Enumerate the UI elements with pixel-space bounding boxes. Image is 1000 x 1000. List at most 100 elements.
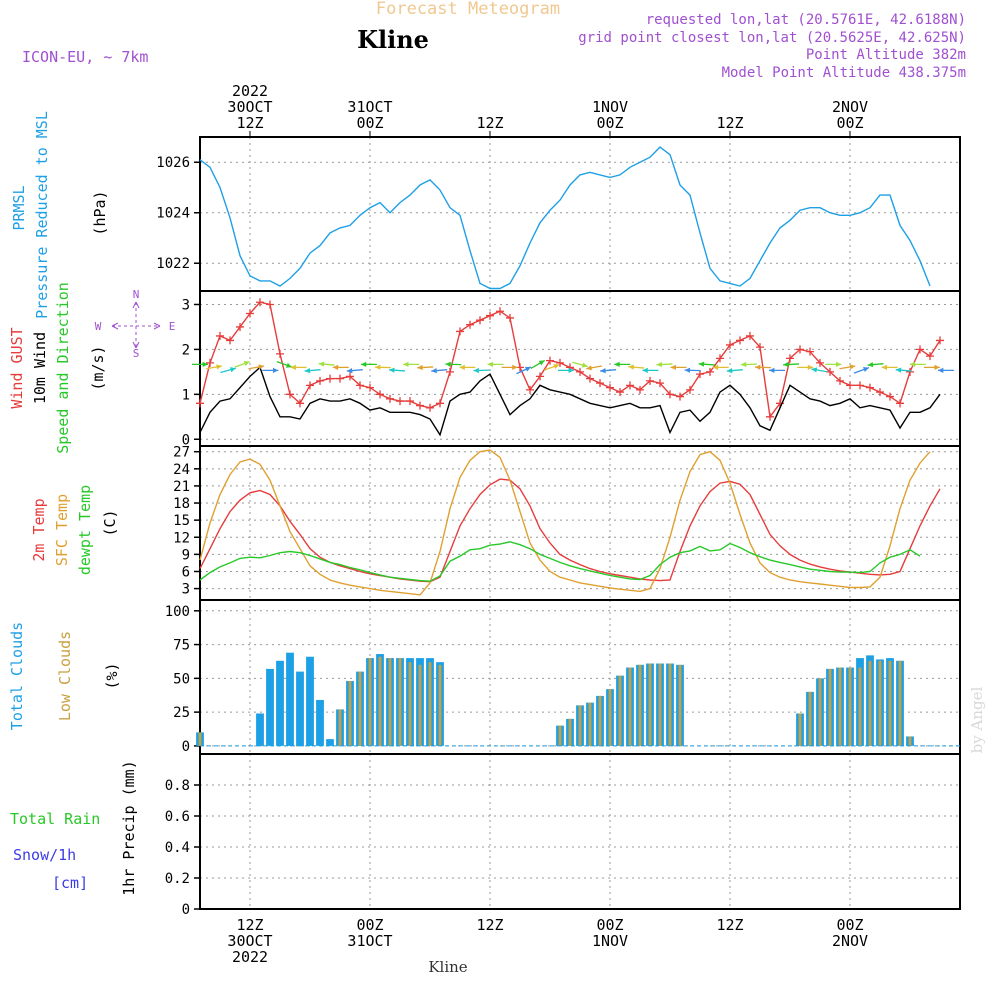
gust-marker — [486, 311, 494, 320]
y-tick-label: 0.8 — [165, 778, 190, 794]
gust-marker — [626, 381, 634, 390]
wind-arrow-head — [487, 361, 493, 367]
gust-marker — [926, 352, 934, 361]
snow-unit-label: [cm] — [52, 874, 88, 892]
y-tick-label: 0.2 — [165, 871, 190, 887]
low-cloud-bar — [348, 681, 352, 746]
top-time-label: 00Z — [596, 114, 623, 132]
wind-arrow-head — [811, 367, 818, 373]
low-cloud-bar — [648, 663, 652, 746]
low-cloud-bar — [658, 663, 662, 746]
low-cloud-bar — [878, 660, 882, 746]
y-tick-label: 1026 — [156, 155, 190, 171]
bottom-time-label: 31OCT — [347, 932, 392, 950]
point-altitude: Point Altitude 382m — [806, 47, 966, 63]
gust-marker — [266, 300, 274, 309]
low-cloud-bar — [668, 663, 672, 746]
low-cloud-bar — [838, 667, 842, 746]
low-cloud-bar — [558, 725, 562, 746]
requested-coords: requested lon,lat (20.5761E, 42.6188N) — [646, 12, 966, 28]
top-time-label: 00Z — [356, 114, 383, 132]
low-cloud-bar — [858, 667, 862, 746]
bottom-time-label: 30OCT — [227, 932, 272, 950]
y-tick-label: 1024 — [156, 206, 190, 222]
wind-arrow-head — [445, 361, 451, 367]
low-cloud-bar — [368, 658, 372, 746]
gust-marker — [216, 331, 224, 340]
panel-frame — [199, 136, 961, 292]
wind-arrow-head — [881, 364, 888, 370]
gust-label: Wind GUST — [8, 327, 26, 408]
gust-marker — [586, 374, 594, 383]
low-cloud-bar — [568, 718, 572, 746]
gust-marker — [886, 392, 894, 401]
total-cloud-bar — [316, 699, 324, 746]
gust-marker — [846, 381, 854, 390]
low-clouds-label: Low Clouds — [56, 631, 74, 721]
wind-arrow-head — [512, 364, 518, 370]
gust-marker — [726, 340, 734, 349]
wind-arrow-head — [628, 364, 634, 370]
gust-marker — [866, 383, 874, 392]
wind-arrow-head — [600, 368, 606, 374]
y-tick-label: 1022 — [156, 256, 190, 272]
gust-marker — [646, 376, 654, 385]
prmsl-label: PRMSL — [10, 185, 28, 230]
y-tick-label: 18 — [173, 496, 190, 512]
top-time-label: 1NOV — [592, 98, 628, 116]
wind-arrow-head — [431, 368, 437, 374]
gust-marker — [836, 376, 844, 385]
gust-marker — [616, 388, 624, 397]
gust-marker — [676, 392, 684, 401]
total-clouds-label: Total Clouds — [8, 622, 26, 730]
y-tick-label: 24 — [173, 462, 190, 478]
bottom-time-label: 12Z — [716, 916, 743, 934]
low-cloud-bar — [428, 662, 432, 746]
t2m-line — [199, 478, 941, 583]
gust-marker — [196, 399, 204, 408]
wind-arrow-head — [684, 367, 691, 373]
top-time-label: 2022 — [232, 82, 268, 100]
model-label: ICON-EU, ~ 7km — [22, 48, 148, 66]
main-title: Forecast Meteogram — [376, 0, 560, 19]
y-tick-label: 3 — [182, 297, 190, 313]
gust-marker — [436, 399, 444, 408]
wind-arrow-head — [656, 361, 662, 368]
wind-arrow-head — [586, 365, 592, 371]
low-cloud-bar — [628, 667, 632, 746]
gust-marker — [546, 356, 554, 365]
pressure-line — [199, 146, 931, 290]
y-tick-label: 0.4 — [165, 840, 190, 856]
low-cloud-bar — [378, 656, 382, 746]
top-time-label: 31OCT — [347, 98, 392, 116]
wind-arrow-head — [783, 361, 789, 368]
panel-pressure: 1022 1024 1026 — [156, 136, 961, 292]
panel-precip: 0 0.2 0.4 0.6 0.8 — [165, 753, 961, 918]
gust-marker — [916, 345, 924, 354]
y-tick-label: 12 — [173, 530, 190, 546]
wind-arrow-head — [360, 361, 367, 367]
low-cloud-bar — [408, 662, 412, 746]
total-cloud-bar — [306, 656, 314, 746]
gust-marker — [256, 298, 264, 307]
gust-marker — [936, 336, 944, 345]
low-cloud-bar — [598, 695, 602, 746]
compass-rose: N S W E — [95, 288, 176, 360]
low-cloud-bar — [618, 675, 622, 746]
footer-station: Kline — [428, 958, 467, 976]
y-tick-label: 9 — [182, 547, 190, 563]
gust-marker — [316, 376, 324, 385]
panel-wind: 0 1 2 3 — [182, 291, 961, 448]
wind-arrow-head — [202, 361, 208, 367]
y-tick-label: 15 — [173, 513, 190, 529]
wind-arrow-head — [318, 361, 325, 367]
watermark: by Angel — [968, 686, 986, 753]
y-tick-label: 0 — [182, 902, 190, 918]
y-tick-label: 0 — [182, 739, 190, 755]
wind-arrow-head — [568, 367, 574, 373]
pressure-unit: (hPa) — [91, 190, 109, 235]
y-tick-label: 25 — [173, 705, 190, 721]
wind-arrow-head — [403, 361, 409, 367]
low-cloud-bar — [358, 671, 362, 746]
